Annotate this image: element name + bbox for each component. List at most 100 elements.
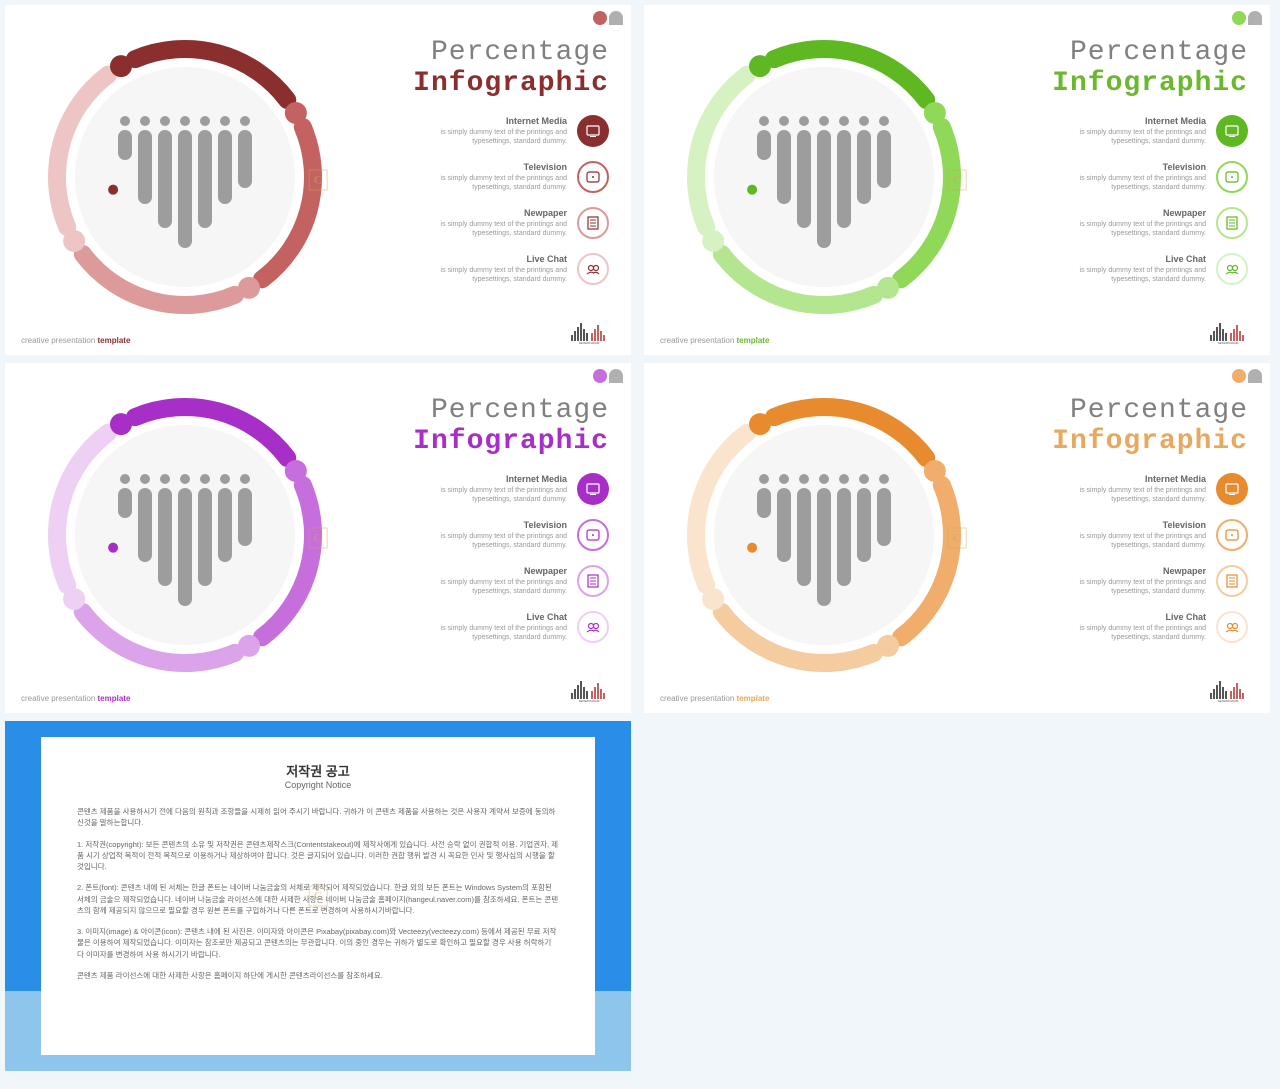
svg-text:SEISMOGRAM: SEISMOGRAM (1218, 699, 1239, 703)
info-item: Internet Media is simply dummy text of t… (407, 115, 609, 147)
item-list: Internet Media is simply dummy text of t… (407, 115, 609, 285)
info-item: Television is simply dummy text of the p… (1046, 519, 1248, 551)
svg-text:SEISMOGRAM: SEISMOGRAM (579, 341, 600, 345)
slide-subtitle: Infographic (1052, 68, 1248, 99)
slide-grid: C Percentage Infographic Internet Media … (5, 5, 1275, 1071)
ring-chart (35, 27, 335, 327)
item-icon (1216, 611, 1248, 643)
item-title: Newpaper (407, 208, 567, 218)
infographic-slide-1: C Percentage Infographic Internet Media … (5, 5, 631, 355)
info-item: Television is simply dummy text of the p… (407, 161, 609, 193)
item-desc: is simply dummy text of the printings an… (1046, 266, 1206, 284)
item-desc: is simply dummy text of the printings an… (407, 128, 567, 146)
info-item: Internet Media is simply dummy text of t… (1046, 473, 1248, 505)
info-item: Live Chat is simply dummy text of the pr… (407, 611, 609, 643)
ring-chart (674, 27, 974, 327)
item-icon (1216, 161, 1248, 193)
item-title: Live Chat (1046, 612, 1206, 622)
info-item: Newpaper is simply dummy text of the pri… (407, 565, 609, 597)
item-desc: is simply dummy text of the printings an… (407, 486, 567, 504)
copyright-title: 저작권 공고 (77, 761, 559, 780)
slide-subtitle: Infographic (413, 68, 609, 99)
item-desc: is simply dummy text of the printings an… (407, 174, 567, 192)
info-item: Live Chat is simply dummy text of the pr… (1046, 611, 1248, 643)
item-title: Internet Media (407, 116, 567, 126)
header-dots (593, 11, 623, 25)
infographic-slide-4: C Percentage Infographic Internet Media … (644, 363, 1270, 713)
item-desc: is simply dummy text of the printings an… (1046, 220, 1206, 238)
item-title: Internet Media (407, 474, 567, 484)
item-desc: is simply dummy text of the printings an… (407, 578, 567, 596)
center-bars-icon (749, 114, 899, 254)
center-bars-icon (749, 472, 899, 612)
info-item: Internet Media is simply dummy text of t… (1046, 115, 1248, 147)
item-title: Television (1046, 162, 1206, 172)
item-title: Live Chat (1046, 254, 1206, 264)
item-icon (577, 519, 609, 551)
footer-text: creative presentation template (21, 694, 130, 703)
item-title: Internet Media (1046, 474, 1206, 484)
item-desc: is simply dummy text of the printings an… (1046, 174, 1206, 192)
item-desc: is simply dummy text of the printings an… (407, 220, 567, 238)
infographic-slide-2: C Percentage Infographic Internet Media … (644, 5, 1270, 355)
item-icon (577, 115, 609, 147)
slide-title: Percentage (1052, 395, 1248, 426)
copyright-slide: 저작권 공고 Copyright Notice 콘텐츠 제품을 사용하시기 전에… (5, 721, 631, 1071)
item-icon (1216, 473, 1248, 505)
item-desc: is simply dummy text of the printings an… (407, 266, 567, 284)
item-title: Live Chat (407, 254, 567, 264)
item-title: Television (407, 162, 567, 172)
copyright-para: 콘텐츠 제품 라이선스에 대한 사제한 사항은 홈페이지 하단에 게시한 콘텐츠… (77, 970, 559, 981)
item-desc: is simply dummy text of the printings an… (1046, 128, 1206, 146)
item-title: Television (407, 520, 567, 530)
seismogram-logo: SEISMOGRAM (1208, 321, 1248, 345)
svg-text:SEISMOGRAM: SEISMOGRAM (579, 699, 600, 703)
copyright-para: 1. 저작권(copyright): 보든 콘텐츠의 소유 및 저작권은 콘텐츠… (77, 839, 559, 873)
slide-title: Percentage (413, 395, 609, 426)
header-dots (1232, 369, 1262, 383)
item-desc: is simply dummy text of the printings an… (407, 532, 567, 550)
info-item: Live Chat is simply dummy text of the pr… (407, 253, 609, 285)
item-icon (577, 207, 609, 239)
item-icon (577, 473, 609, 505)
item-desc: is simply dummy text of the printings an… (1046, 532, 1206, 550)
header-dots (593, 369, 623, 383)
item-icon (1216, 565, 1248, 597)
info-item: Newpaper is simply dummy text of the pri… (407, 207, 609, 239)
info-item: Newpaper is simply dummy text of the pri… (1046, 207, 1248, 239)
item-desc: is simply dummy text of the printings an… (1046, 578, 1206, 596)
center-bars-icon (110, 472, 260, 612)
item-desc: is simply dummy text of the printings an… (1046, 624, 1206, 642)
item-icon (577, 161, 609, 193)
item-icon (1216, 253, 1248, 285)
item-title: Live Chat (407, 612, 567, 622)
info-item: Television is simply dummy text of the p… (407, 519, 609, 551)
slide-subtitle: Infographic (413, 426, 609, 457)
copyright-para: 3. 이미지(image) & 아이콘(icon): 콘텐츠 내에 된 사진은.… (77, 926, 559, 960)
item-desc: is simply dummy text of the printings an… (407, 624, 567, 642)
item-title: Newpaper (1046, 208, 1206, 218)
item-title: Television (1046, 520, 1206, 530)
item-icon (1216, 207, 1248, 239)
slide-subtitle: Infographic (1052, 426, 1248, 457)
item-list: Internet Media is simply dummy text of t… (407, 473, 609, 643)
item-desc: is simply dummy text of the printings an… (1046, 486, 1206, 504)
ring-chart (674, 385, 974, 685)
info-item: Newpaper is simply dummy text of the pri… (1046, 565, 1248, 597)
svg-text:SEISMOGRAM: SEISMOGRAM (1218, 341, 1239, 345)
ring-chart (35, 385, 335, 685)
item-icon (1216, 115, 1248, 147)
item-icon (1216, 519, 1248, 551)
footer-text: creative presentation template (660, 336, 769, 345)
info-item: Live Chat is simply dummy text of the pr… (1046, 253, 1248, 285)
copyright-para: 콘텐츠 제품을 사용하시기 전에 다음의 원칙과 조항들을 시제히 읽어 주시기… (77, 806, 559, 829)
item-icon (577, 611, 609, 643)
item-title: Newpaper (1046, 566, 1206, 576)
infographic-slide-3: C Percentage Infographic Internet Media … (5, 363, 631, 713)
seismogram-logo: SEISMOGRAM (569, 679, 609, 703)
footer-text: creative presentation template (21, 336, 130, 345)
copyright-subtitle: Copyright Notice (77, 780, 559, 790)
center-bars-icon (110, 114, 260, 254)
info-item: Internet Media is simply dummy text of t… (407, 473, 609, 505)
item-list: Internet Media is simply dummy text of t… (1046, 473, 1248, 643)
